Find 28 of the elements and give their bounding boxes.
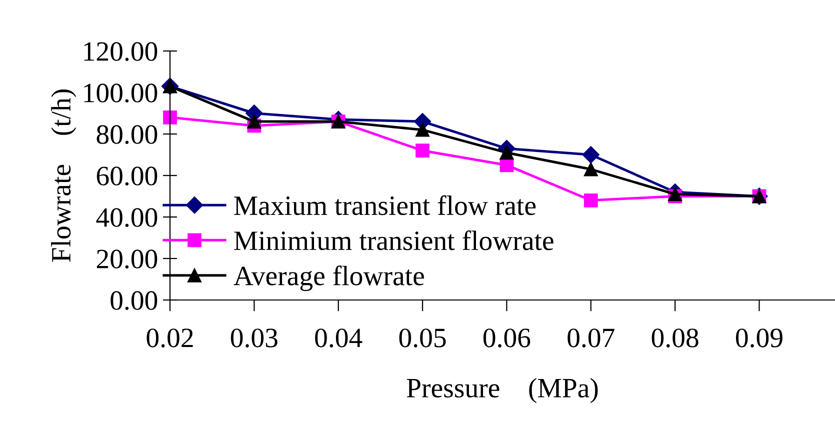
point [247,114,262,128]
point [584,162,598,176]
x-tick-label: 0.06 [483,328,530,348]
y-axis-title: Flowrate (t/h) [51,90,76,262]
point [500,146,514,160]
point [416,122,430,137]
legend-label: Maxium transient flow rate [234,195,536,216]
x-tick-label: 0.05 [399,328,446,348]
point [416,144,430,158]
point [582,146,600,164]
x-tick-label: 0.09 [736,328,782,348]
y-tick-label: 0.00 [110,291,158,310]
y-tick-label: 60.00 [96,166,158,186]
x-axis-title: Pressure (MPa) [406,378,598,404]
point [584,193,598,208]
x-tick-label: 0.04 [315,328,362,348]
y-tick-label: 80.00 [96,125,158,144]
x-tick-label: 0.08 [652,328,698,348]
x-tick-label: 0.02 [146,328,193,348]
y-tick-label: 120.00 [84,42,158,62]
x-tick-label: 0.07 [568,328,614,348]
x-tick-label: 0.03 [230,328,278,348]
point [163,110,177,124]
legend-label: Average flowrate [234,266,424,292]
y-tick-label: 100.00 [84,84,158,103]
legend-label: Minimium transient flowrate [234,230,554,250]
y-tick-label: 40.00 [96,208,158,228]
y-tick-label: 20.00 [96,250,158,269]
